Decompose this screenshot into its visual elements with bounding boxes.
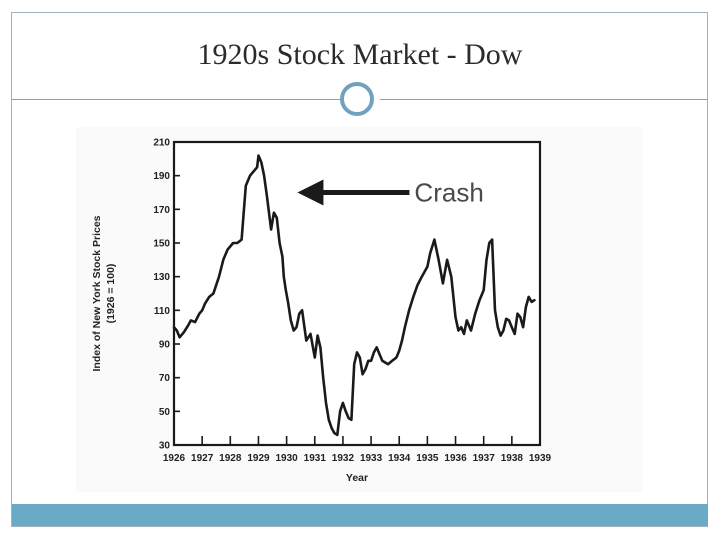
plot-frame [172,140,542,447]
x-tick-label: 1933 [360,453,383,464]
y-tick-label: 50 [159,407,171,418]
y-axis-title: Index of New York Stock Prices [91,215,103,371]
crash-annotation-label: Crash [414,178,483,208]
y-tick-label: 90 [159,340,171,351]
x-tick-label: 1938 [501,453,524,464]
x-axis-title: Year [346,472,368,484]
series-layer [172,154,536,437]
footer-accent-bar [12,504,708,526]
x-tick-label: 1939 [529,453,552,464]
y-axis-subtitle: (1926 = 100) [105,264,117,324]
x-tick-label: 1929 [247,453,270,464]
x-tick-label: 1935 [416,453,439,464]
circle-ornament-icon [340,82,374,116]
x-tick-label: 1927 [191,453,214,464]
x-tick-label: 1931 [304,453,327,464]
slide-title: 1920s Stock Market - Dow [197,38,523,71]
x-tick-label: 1936 [444,453,467,464]
y-tick-label: 130 [153,272,170,283]
annotation-layer: Crash [297,178,484,208]
x-tick-label: 1937 [473,453,496,464]
y-tick-label: 110 [154,306,171,317]
x-tick-label: 1934 [388,453,411,464]
x-tick-label: 1932 [332,453,355,464]
ticks-layer: 30 50 70 90 110 130 150 170 190 210 1926 1927 1928 19… [91,138,552,485]
stock-price-chart: 30 50 70 90 110 130 150 170 190 210 1926 1927 1928 19… [91,138,552,485]
x-tick-label: 1928 [219,453,242,464]
title-divider-right [380,99,708,100]
y-tick-label: 170 [153,205,170,216]
crash-arrow-head [297,179,324,206]
y-tick-label: 190 [153,171,170,182]
title-divider-left [12,99,340,100]
slide-frame [11,12,708,527]
y-tick-label: 30 [159,441,171,452]
y-tick-label: 150 [153,239,170,250]
x-tick-label: 1926 [163,453,186,464]
y-tick-label: 210 [153,138,170,149]
series-line-0 [172,154,536,437]
axes-layer [172,140,542,447]
x-tick-label: 1930 [275,453,298,464]
y-tick-label: 70 [159,373,171,384]
